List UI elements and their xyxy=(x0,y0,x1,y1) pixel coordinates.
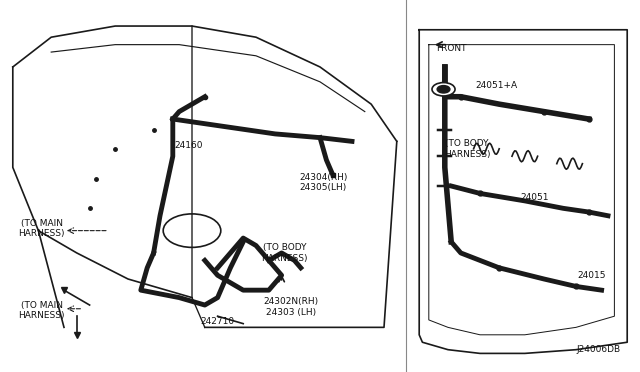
Text: 24051: 24051 xyxy=(520,193,548,202)
Text: (TO BODY
HARNESS): (TO BODY HARNESS) xyxy=(444,139,490,158)
Text: (TO BODY
HARNESS): (TO BODY HARNESS) xyxy=(262,243,308,263)
Text: (TO MAIN
HARNESS): (TO MAIN HARNESS) xyxy=(19,301,65,320)
Text: (TO MAIN
HARNESS): (TO MAIN HARNESS) xyxy=(19,219,65,238)
Circle shape xyxy=(432,83,455,96)
Text: FRONT: FRONT xyxy=(436,44,467,53)
Text: 24051+A: 24051+A xyxy=(475,81,517,90)
Text: 24302N(RH)
24303 (LH): 24302N(RH) 24303 (LH) xyxy=(264,297,319,317)
Text: 24160: 24160 xyxy=(175,141,203,150)
Text: 24015: 24015 xyxy=(578,271,606,280)
Text: 242710: 242710 xyxy=(200,317,235,326)
Text: 24304(RH)
24305(LH): 24304(RH) 24305(LH) xyxy=(299,173,348,192)
Circle shape xyxy=(437,86,450,93)
Text: J24006DB: J24006DB xyxy=(577,345,620,354)
